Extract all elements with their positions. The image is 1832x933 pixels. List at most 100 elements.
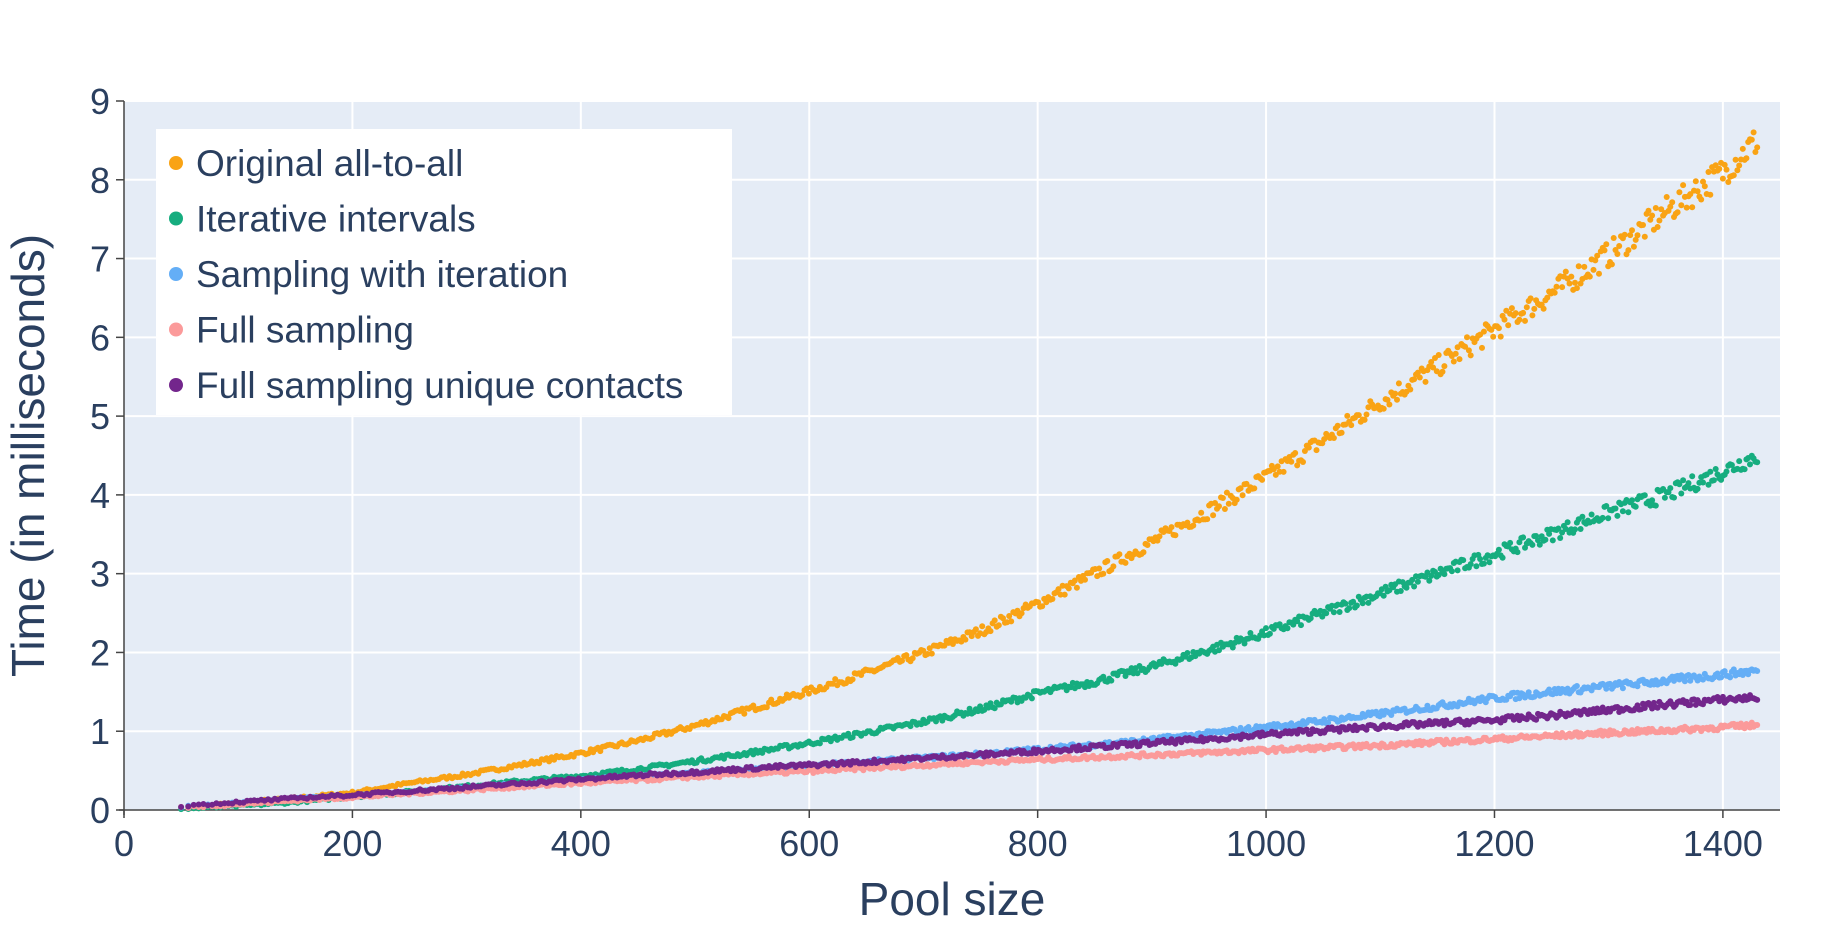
legend-item-full-sampling-unique-contacts[interactable]: Full sampling unique contacts: [169, 365, 683, 406]
data-point: [1239, 492, 1246, 499]
data-point: [1221, 506, 1228, 512]
data-point: [1754, 459, 1761, 466]
data-point: [1411, 583, 1418, 590]
data-point: [1006, 613, 1013, 619]
data-point: [1100, 570, 1107, 577]
data-point: [1298, 622, 1304, 629]
data-point: [1658, 206, 1665, 213]
data-point: [805, 690, 812, 697]
data-point: [1649, 497, 1656, 504]
data-point: [1619, 508, 1626, 515]
data-point: [1140, 549, 1147, 556]
y-tick-label: 3: [90, 554, 110, 595]
data-point: [1403, 584, 1410, 591]
data-point: [1480, 328, 1487, 335]
data-point: [1488, 326, 1495, 333]
data-point: [1599, 514, 1606, 521]
data-point: [1555, 525, 1562, 532]
legend-item-original-all-to-all[interactable]: Original all-to-all: [169, 143, 463, 184]
data-point: [1263, 625, 1269, 632]
data-point: [1305, 444, 1312, 451]
y-tick-label: 5: [90, 396, 110, 437]
data-point: [1612, 505, 1619, 512]
data-point: [1640, 222, 1646, 228]
data-point: [1441, 363, 1448, 370]
data-point: [741, 710, 748, 717]
x-tick-label: 800: [1008, 823, 1068, 864]
data-point: [1516, 316, 1523, 323]
data-point: [1467, 352, 1474, 359]
data-point: [1641, 233, 1648, 240]
legend-marker: [169, 322, 183, 337]
data-point: [1508, 305, 1515, 312]
data-point: [1465, 347, 1472, 354]
legend-items: Original all-to-all Iterative intervals Sa…: [169, 143, 683, 406]
legend-item-iterative-intervals[interactable]: Iterative intervals: [169, 199, 476, 240]
legend[interactable]: Original all-to-all Iterative intervals Sa…: [156, 129, 732, 415]
data-point: [1247, 630, 1254, 636]
data-point: [1707, 191, 1714, 198]
data-point: [1499, 554, 1506, 561]
data-point: [1479, 344, 1485, 351]
data-point: [1586, 273, 1593, 280]
data-point: [1562, 268, 1569, 275]
data-point: [597, 748, 604, 755]
data-point: [1718, 674, 1725, 681]
data-point: [1490, 333, 1497, 340]
data-point: [1743, 155, 1750, 162]
data-point: [1055, 586, 1062, 593]
data-point: [1710, 477, 1717, 484]
data-point: [1346, 605, 1353, 612]
data-point: [725, 715, 732, 722]
data-point: [1645, 207, 1652, 214]
data-point: [1727, 674, 1734, 681]
data-point: [185, 803, 192, 810]
data-point: [1212, 500, 1218, 506]
data-point: [1336, 609, 1343, 615]
data-point: [1480, 560, 1487, 567]
data-point: [987, 628, 994, 635]
y-tick-label: 2: [90, 632, 110, 673]
series-full-sampling-unique-contacts: [178, 692, 1761, 810]
data-point: [178, 804, 185, 810]
data-point: [1621, 231, 1628, 238]
data-point: [1523, 304, 1530, 311]
data-point: [1008, 618, 1015, 625]
data-point: [1018, 610, 1025, 617]
data-point: [1705, 169, 1712, 175]
data-point: [1426, 577, 1433, 584]
legend-item-sampling-with-iteration[interactable]: Sampling with iteration: [169, 254, 568, 295]
y-tick-label: 6: [90, 317, 110, 358]
data-point: [1495, 325, 1502, 332]
data-points: [178, 129, 1761, 813]
data-point: [1172, 660, 1179, 667]
data-point: [1533, 716, 1540, 723]
legend-item-full-sampling[interactable]: Full sampling: [169, 310, 414, 351]
data-point: [1732, 156, 1739, 163]
data-point: [1338, 429, 1345, 436]
data-point: [1596, 270, 1602, 277]
data-point: [1573, 683, 1580, 689]
data-point: [1723, 468, 1730, 475]
data-point: [1028, 695, 1035, 702]
data-point: [1594, 252, 1601, 259]
data-point: [1219, 495, 1226, 501]
y-tick-label: 0: [90, 790, 110, 831]
data-point: [1736, 458, 1743, 465]
data-point: [1441, 571, 1448, 578]
data-point: [1573, 285, 1580, 292]
data-point: [1243, 480, 1250, 487]
data-point: [995, 622, 1002, 629]
data-point: [1748, 136, 1755, 143]
data-point: [949, 641, 956, 647]
data-point: [750, 702, 757, 709]
data-point: [1300, 459, 1306, 465]
y-axis-title: Time (in milliseconds): [2, 234, 54, 677]
data-point: [939, 717, 946, 724]
legend-label: Full sampling unique contacts: [196, 365, 683, 406]
data-point: [1739, 145, 1746, 152]
data-point: [1734, 167, 1741, 174]
data-point: [1414, 369, 1421, 376]
